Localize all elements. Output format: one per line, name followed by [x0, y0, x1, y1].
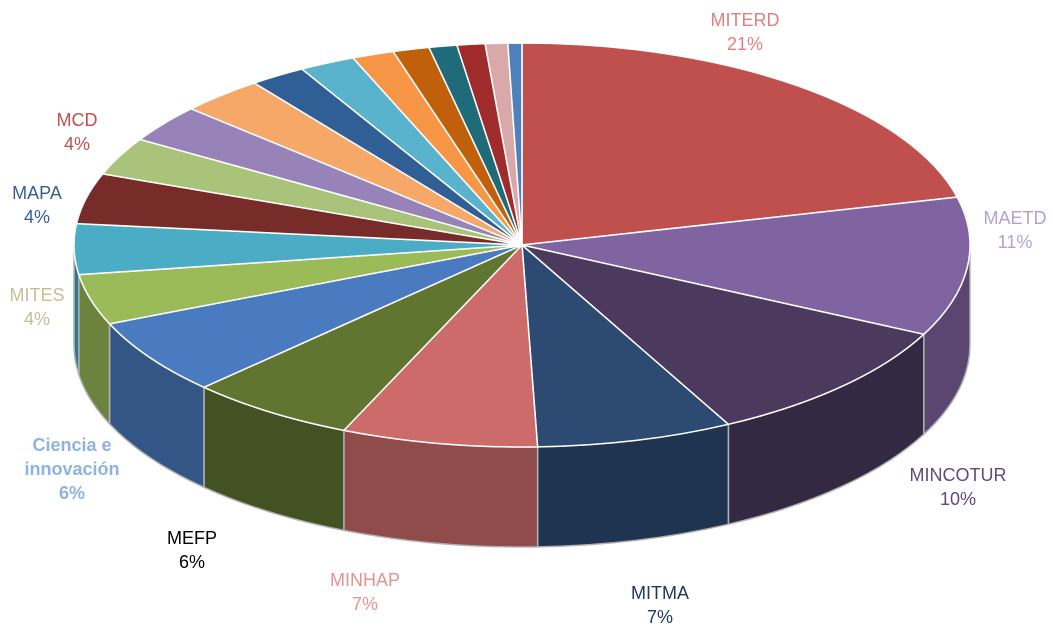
category-label: MINHAP	[329, 570, 401, 590]
slice-side	[343, 429, 539, 548]
value-label: 11%	[997, 232, 1033, 252]
value-label: 4%	[23, 207, 50, 227]
value-label: 21%	[726, 34, 764, 54]
category-label: MAPA	[12, 183, 62, 203]
slice	[108, 244, 523, 389]
data-label: MAPA 4%	[12, 181, 62, 229]
value-label: 4%	[63, 134, 90, 154]
data-label: Ciencia e innovación 6%	[17, 433, 127, 505]
slice	[521, 243, 730, 448]
slice	[202, 244, 523, 432]
pie-sides	[73, 244, 971, 548]
category-label: MINCOTUR	[909, 465, 1007, 485]
data-label: MAETD 11%	[984, 206, 1047, 254]
slice	[521, 244, 926, 426]
value-label: 6%	[178, 552, 206, 572]
category-label: MEFP	[166, 528, 218, 548]
category-label: MCD	[56, 110, 98, 130]
slice	[521, 196, 971, 336]
data-label: MINCOTUR 10%	[910, 463, 1007, 511]
pie-tops	[73, 42, 971, 448]
category-label: MITES	[9, 285, 65, 305]
data-label: MINHAP 7%	[330, 568, 400, 616]
data-label: MITES 4%	[9, 283, 64, 331]
category-label: MAETD	[983, 208, 1047, 228]
slice	[342, 243, 539, 448]
slice	[506, 42, 523, 246]
data-label: MITMA 7%	[631, 581, 689, 629]
value-label: 7%	[646, 607, 673, 627]
data-label: MCD 4%	[57, 108, 98, 156]
slice	[521, 42, 959, 246]
value-label: 6%	[58, 483, 85, 503]
category-label: MITMA	[631, 583, 689, 603]
value-label: 7%	[351, 594, 379, 614]
value-label: 10%	[939, 489, 977, 509]
data-label: MEFP 6%	[167, 526, 217, 574]
data-label: MITERD 21%	[711, 8, 780, 56]
value-label: 4%	[23, 309, 51, 329]
category-label: MITERD	[710, 10, 780, 30]
category-label: Ciencia e innovación	[24, 435, 120, 479]
